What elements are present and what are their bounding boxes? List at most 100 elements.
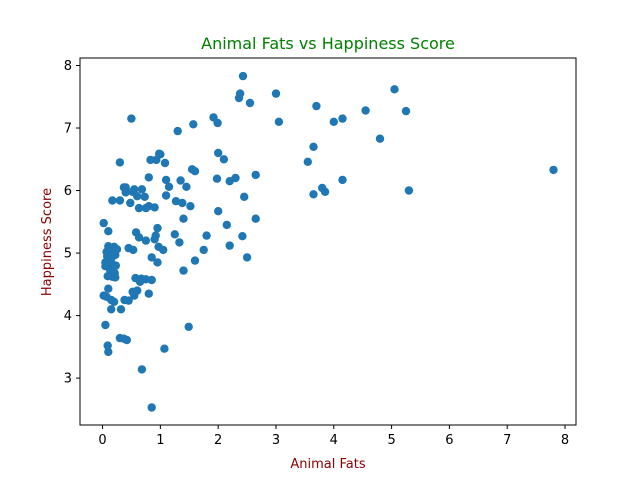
data-point [122,335,131,345]
x-tick-label: 6 [445,433,453,448]
data-point [338,114,347,123]
data-point [147,403,156,412]
data-point [225,241,234,250]
y-tick-label: 4 [64,309,72,324]
data-point [134,233,144,242]
data-point [104,242,113,251]
data-point [159,245,168,255]
data-point [549,165,558,175]
data-point [320,187,330,196]
data-point [104,347,113,357]
data-point [404,186,414,195]
data-point [150,235,159,244]
data-point [161,191,171,200]
data-point [271,89,281,98]
data-point [153,258,162,267]
data-point [134,203,144,213]
data-point [213,118,222,128]
data-point [137,185,147,194]
data-point [140,192,149,201]
y-tick-label: 8 [64,59,72,74]
data-point [164,182,174,191]
data-point [144,173,153,182]
x-tick-label: 1 [156,433,164,448]
data-point [361,106,370,115]
data-point [199,245,208,255]
y-tick-label: 7 [64,122,72,137]
data-point [128,287,137,296]
data-point [144,289,153,298]
data-point [390,85,399,94]
data-point [141,203,151,213]
data-point [121,188,130,197]
data-point [107,305,116,314]
y-axis-ticks: 3 4 5 6 7 8 [64,59,80,387]
data-point [182,182,191,191]
data-point [141,236,151,245]
y-axis-label: Happiness Score [40,188,55,296]
data-point [150,203,159,212]
data-point [238,71,248,81]
data-point [146,155,155,165]
data-point [133,192,142,201]
data-point [111,261,121,270]
x-tick-label: 5 [387,433,395,448]
data-point [115,196,125,205]
data-point [251,214,260,223]
data-point [190,167,200,176]
data-point [112,245,122,254]
data-point [219,155,229,164]
data-point [312,101,321,111]
data-point [178,198,187,208]
data-point [338,175,347,185]
y-tick-label: 6 [64,184,72,199]
data-point [127,114,136,123]
x-tick-label: 3 [272,433,280,448]
data-point [115,158,125,167]
x-tick-label: 4 [330,433,338,448]
data-point [274,117,284,127]
data-point [147,253,156,262]
data-points [99,71,558,412]
data-point [234,93,244,103]
data-point [101,262,110,271]
data-point [245,98,255,108]
data-point [99,218,108,228]
data-point [225,177,234,186]
data-point [329,117,338,127]
data-point [161,175,171,185]
data-point [401,106,411,116]
data-point [155,149,164,158]
data-point [126,198,135,208]
data-point [153,223,162,233]
data-point [214,148,223,158]
data-point [309,142,318,151]
data-point [173,126,182,136]
data-point [103,272,112,281]
data-point [160,158,170,168]
data-point [109,297,119,306]
data-point [129,245,138,255]
data-point [99,291,108,300]
data-point [186,202,195,211]
data-point [120,295,129,305]
data-point [214,207,223,216]
x-tick-label: 8 [561,433,569,448]
data-point [242,253,252,262]
data-point [202,231,211,240]
data-point [212,174,222,183]
data-point [110,268,119,278]
x-tick-label: 7 [503,433,511,448]
data-point [108,196,117,205]
plot-frame [79,57,577,426]
chart-title: Animal Fats vs Happiness Score [201,34,455,53]
data-point [103,341,112,350]
data-point [190,256,200,265]
y-tick-label: 5 [64,247,72,262]
data-point [309,190,318,199]
x-axis-ticks: 0 1 2 3 4 5 6 7 8 [98,425,569,448]
data-point [104,284,113,293]
data-point [184,322,193,331]
